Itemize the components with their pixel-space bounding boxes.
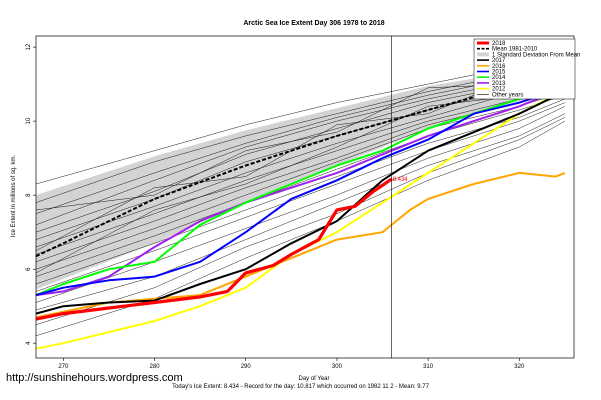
footer-stats: Today's Ice Extent: 8.434 - Record for t… — [172, 384, 429, 390]
y-tick-label: 12 — [26, 43, 32, 50]
std-band — [36, 61, 565, 290]
x-tick-label: 320 — [514, 364, 525, 370]
y-axis-label: Ice Extent in millions of sq. km. — [11, 154, 17, 237]
x-tick-label: 300 — [332, 364, 343, 370]
chart-title: Arctic Sea Ice Extent Day 306 1978 to 20… — [243, 20, 384, 27]
legend-entry: 1 Standard Deviation From Mean — [492, 52, 580, 58]
x-tick-label: 280 — [150, 364, 161, 370]
x-axis-label: Day of Year — [298, 376, 329, 382]
y-tick-label: 8 — [26, 193, 32, 197]
legend-entry: 2017 — [492, 58, 506, 64]
point-value-label: 8.434 — [393, 177, 409, 183]
other-year-line — [35, 117, 565, 325]
std-band-layer — [36, 61, 565, 290]
x-tick-label: 310 — [423, 364, 434, 370]
other-year-line — [35, 94, 565, 277]
legend-entry: 2014 — [492, 75, 506, 81]
plot-area — [35, 54, 566, 350]
series-line-2013 — [35, 86, 566, 297]
other-year-line — [35, 98, 565, 285]
legend-entry: Mean 1981-2010 — [492, 47, 538, 53]
y-tick-label: 10 — [26, 117, 32, 124]
series-line-2018 — [35, 177, 393, 321]
x-axis: 270 280 290 300 310 320 — [58, 358, 525, 370]
series-line-2017 — [35, 90, 566, 315]
plot-frame — [35, 35, 575, 359]
source-url: http://sunshinehours.wordpress.com — [6, 372, 183, 384]
series-line-mean — [35, 73, 566, 258]
series-line-2015 — [35, 86, 566, 297]
legend-entry: 2018 — [492, 41, 506, 47]
other-year-line — [35, 102, 565, 292]
y-tick-label: 4 — [26, 341, 32, 345]
y-axis: 4 6 8 10 12 — [26, 43, 36, 345]
legend-entry: 2015 — [492, 70, 506, 76]
legend-entry: Other years — [492, 92, 523, 98]
legend-entry: 2012 — [492, 87, 506, 93]
x-tick-label: 270 — [58, 364, 69, 370]
legend-entry: 2016 — [492, 64, 506, 70]
legend-entry: 2013 — [492, 81, 506, 87]
y-tick-label: 6 — [26, 267, 32, 271]
series-layer — [35, 73, 566, 350]
x-tick-label: 290 — [241, 364, 252, 370]
legend-box — [473, 38, 576, 100]
